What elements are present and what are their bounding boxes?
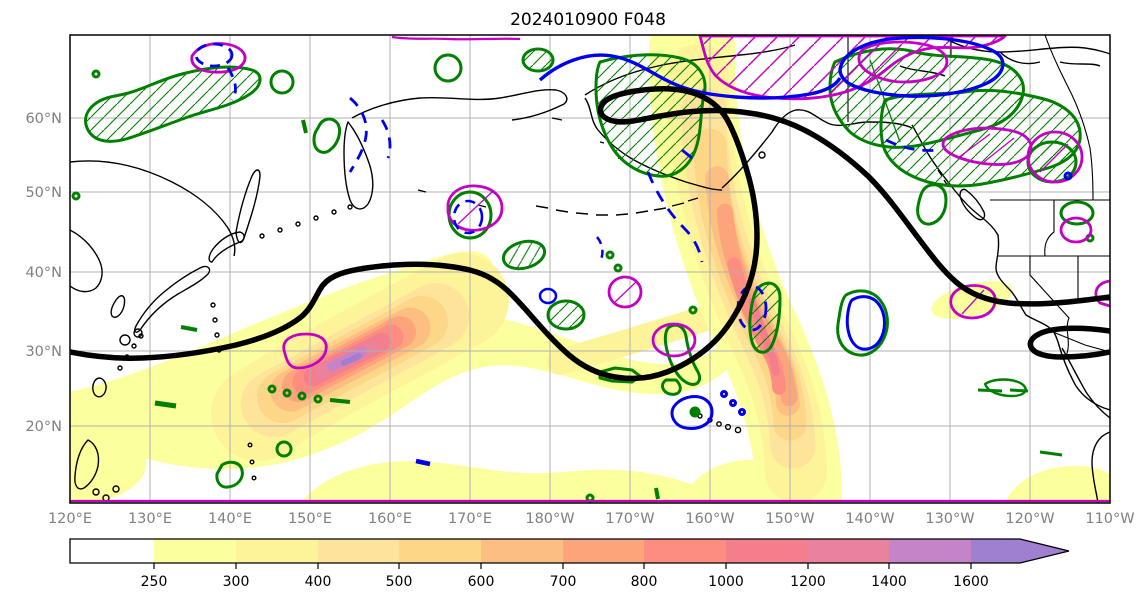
x-tick-label: 140°W: [845, 511, 894, 527]
x-tick-label: 160°E: [368, 511, 412, 527]
grid-lines: [70, 35, 1110, 503]
colorbar-outline: [69, 538, 1070, 564]
colorbar-tick-label: 1000: [708, 574, 744, 590]
x-tick-label: 150°E: [288, 511, 332, 527]
x-tick-label: 180°W: [525, 511, 574, 527]
y-axis-tick-labels: 60°N 50°N 40°N 30°N 20°N: [25, 111, 62, 435]
black-jet-contour: [70, 86, 1110, 382]
colorbar-tick-marks: [153, 563, 972, 569]
colorbar-tick-label: 600: [468, 574, 495, 590]
x-tick-label: 170°E: [448, 511, 492, 527]
colorbar-tick-label: 1400: [871, 574, 907, 590]
colorbar-tick-label: 400: [305, 574, 332, 590]
x-tick-label: 140°E: [208, 511, 252, 527]
x-tick-label: 110°W: [1085, 511, 1134, 527]
y-tick-label: 40°N: [25, 265, 62, 281]
colorbar-tick-label: 700: [550, 574, 577, 590]
map-plot-area: [70, 35, 1110, 503]
y-tick-label: 60°N: [25, 111, 62, 127]
x-tick-label: 130°E: [128, 511, 172, 527]
page-title: 2024010900 F048: [510, 10, 666, 30]
x-tick-label: 160°W: [685, 511, 734, 527]
colorbar-segments: [70, 539, 1069, 563]
colorbar-tick-label: 500: [386, 574, 413, 590]
x-tick-label: 120°E: [48, 511, 92, 527]
colorbar: 250 300 400 500 600 700 800 1000 1200 14…: [69, 538, 1070, 590]
colorbar-tick-label: 1600: [953, 574, 989, 590]
colorbar-tick-label: 800: [631, 574, 658, 590]
colorbar-arrow: [1020, 539, 1069, 563]
x-tick-label: 150°W: [765, 511, 814, 527]
y-tick-label: 20°N: [25, 419, 62, 435]
colorbar-tick-label: 1200: [790, 574, 826, 590]
x-tick-label: 170°W: [605, 511, 654, 527]
colorbar-tick-labels: 250 300 400 500 600 700 800 1000 1200 14…: [141, 574, 989, 590]
blue-contours: [194, 35, 1073, 467]
map-frame: [69, 34, 1111, 504]
x-tick-label: 120°W: [1005, 511, 1054, 527]
colorbar-tick-label: 300: [223, 574, 250, 590]
green-contours: [71, 47, 1095, 503]
colorbar-tick-label: 250: [141, 574, 168, 590]
y-tick-label: 30°N: [25, 344, 62, 360]
x-tick-label: 130°W: [925, 511, 974, 527]
x-axis-tick-labels: 120°E 130°E 140°E 150°E 160°E 170°E 180°…: [48, 511, 1135, 527]
y-tick-label: 50°N: [25, 185, 62, 201]
filled-contours-west-pacific: [70, 251, 1110, 503]
